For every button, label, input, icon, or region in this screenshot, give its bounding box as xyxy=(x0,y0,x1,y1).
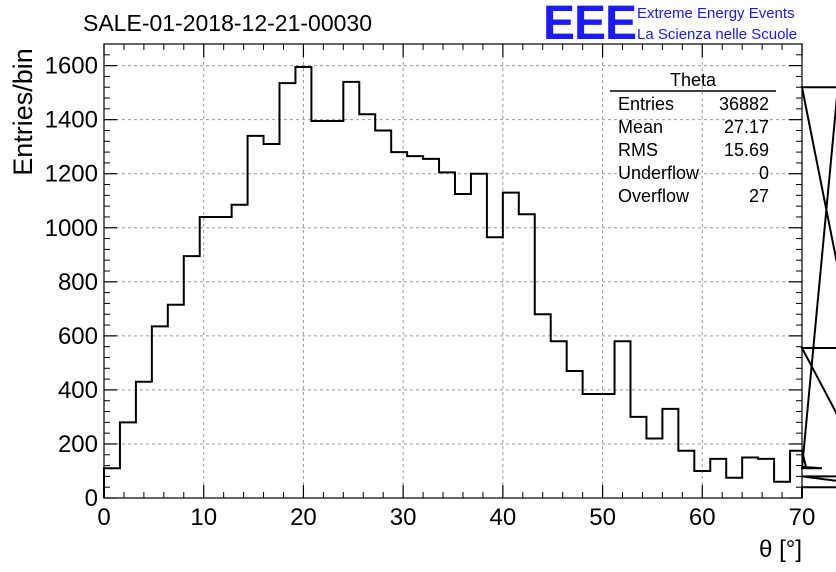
stats-box: Theta Entries 36882 Mean 27.17 RMS 15.69 Underf… xyxy=(610,70,776,206)
stats-label: Overflow xyxy=(618,186,690,206)
histogram-bin xyxy=(455,194,471,498)
y-tick-label: 1200 xyxy=(45,161,98,188)
chart-title: SALE-01-2018-12-21-00030 xyxy=(83,10,372,36)
x-tick-label: 50 xyxy=(589,504,616,531)
histogram-bin xyxy=(503,193,519,498)
histogram-outline xyxy=(103,65,836,498)
x-tick-label: 10 xyxy=(190,504,217,531)
histogram-bin xyxy=(375,130,391,498)
histogram-bin xyxy=(710,459,726,498)
logo-line-1: Extreme Energy Events xyxy=(637,5,795,22)
y-tick-label: 1400 xyxy=(45,107,98,134)
histogram-bin xyxy=(391,152,407,498)
stats-label: Entries xyxy=(618,94,674,114)
histogram-bin xyxy=(343,82,359,498)
stats-value: 27.17 xyxy=(724,117,769,137)
x-tick-label: 40 xyxy=(490,504,517,531)
histogram-bin xyxy=(248,136,264,498)
logo-line-2: La Scienza nelle Scuole xyxy=(637,26,798,43)
histogram-bin xyxy=(646,439,662,498)
stats-title: Theta xyxy=(670,70,717,90)
histogram-bin xyxy=(423,159,439,498)
histogram-bin xyxy=(216,217,232,498)
x-tick-label: 0 xyxy=(97,504,110,531)
histogram-bin xyxy=(678,451,694,498)
histogram-bin xyxy=(104,468,120,498)
y-tick-label: 1000 xyxy=(45,215,98,242)
stats-label: RMS xyxy=(618,140,658,160)
histogram-bin xyxy=(295,67,311,498)
histogram-bin xyxy=(327,121,343,498)
histogram-bin xyxy=(758,459,774,498)
y-tick-label: 1600 xyxy=(45,53,98,80)
histogram-bin xyxy=(742,457,758,498)
stats-value: 15.69 xyxy=(724,140,769,160)
grid-lines xyxy=(104,44,802,498)
histogram-bin xyxy=(439,172,455,498)
stats-value: 27 xyxy=(749,186,769,206)
histogram-bin xyxy=(615,341,631,498)
x-tick-label: 20 xyxy=(290,504,317,531)
stats-label: Underflow xyxy=(618,163,700,183)
y-tick-label: 200 xyxy=(58,431,98,458)
y-tick-label: 0 xyxy=(85,485,98,512)
histogram-bin xyxy=(662,409,678,498)
logo-mark: EEE xyxy=(543,0,637,50)
histogram-bin xyxy=(519,214,535,498)
stats-value: 36882 xyxy=(719,94,769,114)
histogram-bin xyxy=(120,422,136,498)
stats-value: 0 xyxy=(759,163,769,183)
histogram-bin xyxy=(279,83,295,498)
histogram-bin xyxy=(551,341,567,498)
y-tick-label: 800 xyxy=(58,269,98,296)
histogram-bin xyxy=(200,217,216,498)
histogram-bin xyxy=(407,156,423,498)
histogram-bin xyxy=(599,394,615,498)
x-tick-label: 30 xyxy=(390,504,417,531)
histogram-bin xyxy=(136,382,152,498)
histogram-bin xyxy=(471,174,487,498)
histogram-bin xyxy=(583,394,599,498)
histogram-bin xyxy=(311,121,327,498)
histogram-series xyxy=(103,65,836,498)
x-axis-label: θ [°] xyxy=(759,536,802,563)
histogram-bin xyxy=(535,314,551,498)
histogram-bin xyxy=(359,114,375,498)
y-tick-label: 600 xyxy=(58,323,98,350)
histogram-bin xyxy=(630,417,646,498)
stats-label: Mean xyxy=(618,117,663,137)
histogram-bin xyxy=(726,478,742,498)
histogram-bin xyxy=(152,326,168,498)
histogram-bin xyxy=(487,237,503,498)
axes: 0 10 20 30 40 50 60 70 0 200 400 600 800 1000 1200 1400… xyxy=(45,43,816,531)
histogram-bin xyxy=(232,205,248,498)
x-tick-label: 60 xyxy=(689,504,716,531)
y-axis-label: Entries/bin xyxy=(8,48,38,176)
eee-logo: EEE Extreme Energy Events La Scienza nel… xyxy=(543,0,833,50)
histogram-bin xyxy=(567,371,583,498)
histogram-bin xyxy=(790,451,802,498)
histogram-bin xyxy=(264,144,280,498)
y-tick-label: 400 xyxy=(58,377,98,404)
x-tick-label: 70 xyxy=(789,504,816,531)
histogram-bin xyxy=(168,305,184,498)
histogram-bin xyxy=(184,256,200,498)
